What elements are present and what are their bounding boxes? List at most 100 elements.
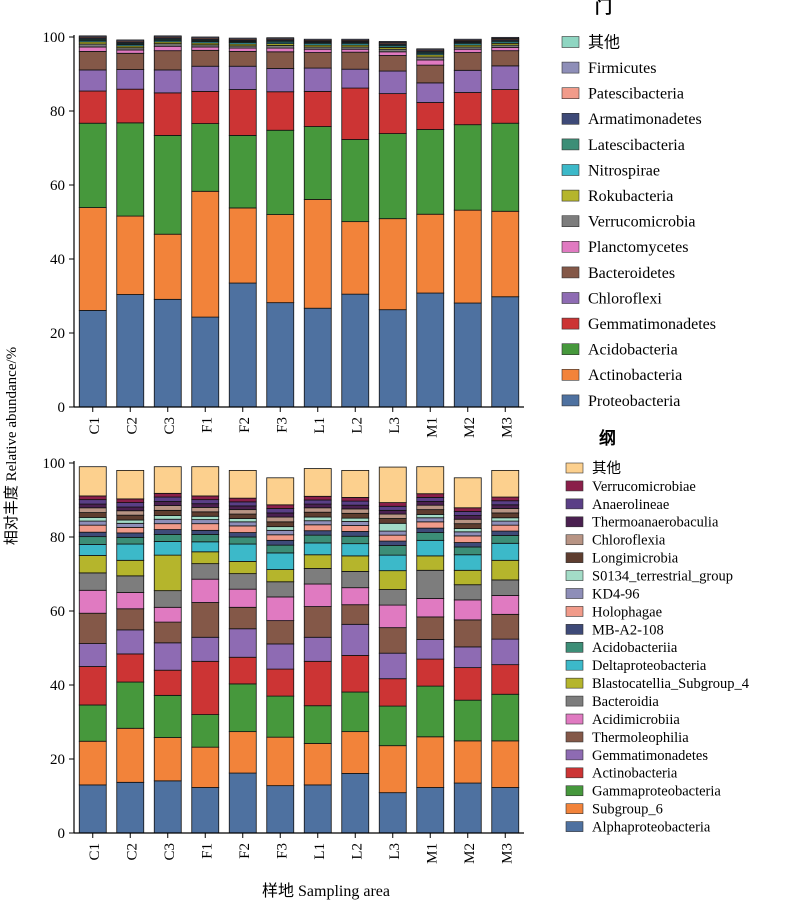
- legend-swatch-firmicutes: [561, 61, 580, 74]
- bar-m3-blastocatellia-subgroup-4: [491, 559, 520, 581]
- x-tick-label: L1: [312, 417, 328, 434]
- bar-m2-thermoanaerobaculia: [453, 515, 482, 520]
- bar-c1-actinobacteria: [78, 666, 107, 706]
- legend-label-blastocatellia-subgroup-4: Blastocatellia_Subgroup_4: [592, 676, 750, 692]
- bar-m3-actinobacteria: [491, 210, 520, 298]
- bar-c1-holophagae: [78, 524, 107, 533]
- legend-label-armatimonadetes: Armatimonadetes: [588, 111, 702, 128]
- y-tick-label: 100: [43, 456, 66, 472]
- bar-m1-planctomycetes: [416, 59, 445, 66]
- bar-m3-chloroflexi: [491, 65, 520, 90]
- bar-l3-blastocatellia-subgroup-4: [378, 570, 407, 590]
- bar-c1-thermoleophilia: [78, 612, 107, 644]
- x-tick-label: L2: [349, 417, 365, 434]
- bar-c3-other: [153, 466, 182, 494]
- chart-phylum: C1 C2 C3 F1 F2 F3 L1 L2 L3 M1 M2 M3 0 20 40 60 80 100 门其他 F…: [43, 0, 716, 438]
- bar-m3-acidimicrobiia: [491, 595, 520, 615]
- x-tick-label: L1: [312, 843, 328, 860]
- legend-label-other: 其他: [592, 460, 621, 477]
- bar-f2-subgroup-6: [228, 731, 257, 774]
- y-tick-label: 40: [50, 252, 65, 268]
- legend-label-verrucomicrobiae: Verrucomicrobiae: [592, 479, 696, 495]
- bar-c1-proteobacteria: [78, 310, 107, 408]
- bar-f1-chloroflexia: [191, 506, 220, 513]
- legend-label-acidobacteriia: Acidobacteriia: [592, 640, 678, 656]
- bar-c1-anaerolineae: [78, 499, 107, 505]
- bar-m3-holophagae: [491, 524, 520, 532]
- legend-swatch-nitrospirae: [561, 164, 580, 176]
- legend-swatch-deltaproteobacteria: [565, 659, 584, 671]
- bar-c3-thermoanaerobaculia: [153, 501, 182, 506]
- bar-c3-planctomycetes: [153, 45, 182, 52]
- bar-c2-deltaproteobacteria: [116, 543, 145, 561]
- bar-l3-firmicutes: [378, 41, 407, 43]
- y-tick-label: 40: [50, 678, 65, 694]
- bar-l2-gammaproteobacteria: [341, 691, 370, 733]
- legend-label-gemmatimonadetes: Gemmatimonadetes: [588, 316, 716, 333]
- y-tick-label: 20: [50, 326, 65, 342]
- bar-c3-longimicrobia: [153, 509, 182, 516]
- bar-f3-acidobacteria: [266, 129, 295, 216]
- legend-swatch-gemmatimonadetes: [561, 317, 580, 330]
- bar-m1-bacteroidia: [416, 569, 445, 599]
- bar-c3-holophagae: [153, 523, 182, 530]
- bar-c1-chloroflexi: [78, 69, 107, 92]
- bar-m2-blastocatellia-subgroup-4: [453, 569, 482, 586]
- bar-m2-deltaproteobacteria: [453, 554, 482, 571]
- bar-c2-anaerolineae: [116, 502, 145, 508]
- bar-l3-acidimicrobiia: [378, 604, 407, 629]
- bar-l3-gemmatimonadetes: [378, 93, 407, 134]
- bar-l2-chloroflexi: [341, 68, 370, 89]
- bar-l3-bacteroidetes: [378, 55, 407, 72]
- bar-m1-verrucomicrobiae: [416, 493, 445, 498]
- bar-l2-mb-a2-108: [341, 531, 370, 537]
- bar-l1-holophagae: [303, 524, 332, 532]
- x-tick-label: F2: [237, 843, 253, 859]
- bar-f1-other: [191, 466, 220, 497]
- legend-swatch-acidimicrobiia: [565, 713, 584, 725]
- bar-m1-thermoleophilia: [416, 616, 445, 640]
- bar-f2-gemmatimonadetes: [228, 628, 257, 658]
- bar-l2-actinobacteria: [341, 655, 370, 693]
- legend-label-alphaproteobacteria: Alphaproteobacteria: [592, 820, 711, 836]
- bar-f3-gemmatimonadetes: [266, 643, 295, 670]
- bar-c2-planctomycetes: [116, 49, 145, 54]
- x-tick-label: M3: [499, 417, 515, 438]
- bar-c1-kd4-96: [78, 520, 107, 526]
- chart-class: C1 C2 C3 F1 F2 F3 L1 L2 L3 M1 M2 M3 0 20 40 60 80 100 纲其他 V…: [43, 428, 750, 864]
- y-tick-label: 80: [50, 104, 65, 120]
- bar-m2-holophagae: [453, 535, 482, 543]
- bar-c2-other: [116, 469, 145, 500]
- bar-c3-acidobacteria: [153, 135, 182, 235]
- bar-c3-kd4-96: [153, 518, 182, 525]
- bar-c3-gemmatimonadetes: [153, 642, 182, 671]
- bar-m3-acidobacteria: [491, 122, 520, 212]
- bar-m2-mb-a2-108: [453, 542, 482, 548]
- bar-c1-longimicrobia: [78, 512, 107, 518]
- legend-swatch-other: [561, 36, 580, 48]
- bar-f3-acidimicrobiia: [266, 596, 295, 622]
- bar-c2-s0134-terrestrial-group: [116, 519, 145, 524]
- bar-c2-blastocatellia-subgroup-4: [116, 559, 145, 577]
- bar-c1-acidobacteria: [78, 122, 107, 208]
- bar-l3-anaerolineae: [378, 505, 407, 511]
- bar-m2-acidimicrobiia: [453, 599, 482, 621]
- bar-c1-firmicutes: [78, 35, 107, 38]
- bar-m2-planctomycetes: [453, 48, 482, 53]
- bar-l3-kd4-96: [378, 530, 407, 536]
- x-tick-label: M1: [424, 843, 440, 864]
- legend-label-longimicrobia: Longimicrobia: [592, 551, 679, 567]
- legend-label-rokubacteria: Rokubacteria: [588, 188, 673, 205]
- x-tick-label: M2: [462, 843, 478, 864]
- bar-c3-anaerolineae: [153, 496, 182, 502]
- bar-f2-other: [228, 469, 257, 499]
- phylum-legend: 门其他 Firmicutes Patescibacteria Armatimonade…: [561, 0, 716, 410]
- bar-c1-subgroup-6: [78, 740, 107, 786]
- x-axis-label: 样地 Sampling area: [262, 882, 390, 900]
- bar-l2-deltaproteobacteria: [341, 543, 370, 557]
- bar-c2-kd4-96: [116, 522, 145, 528]
- legend-swatch-planctomycetes: [561, 241, 580, 253]
- bar-l3-alphaproteobacteria: [378, 792, 407, 834]
- bar-m1-kd4-96: [416, 517, 445, 523]
- bar-m2-proteobacteria: [453, 302, 482, 408]
